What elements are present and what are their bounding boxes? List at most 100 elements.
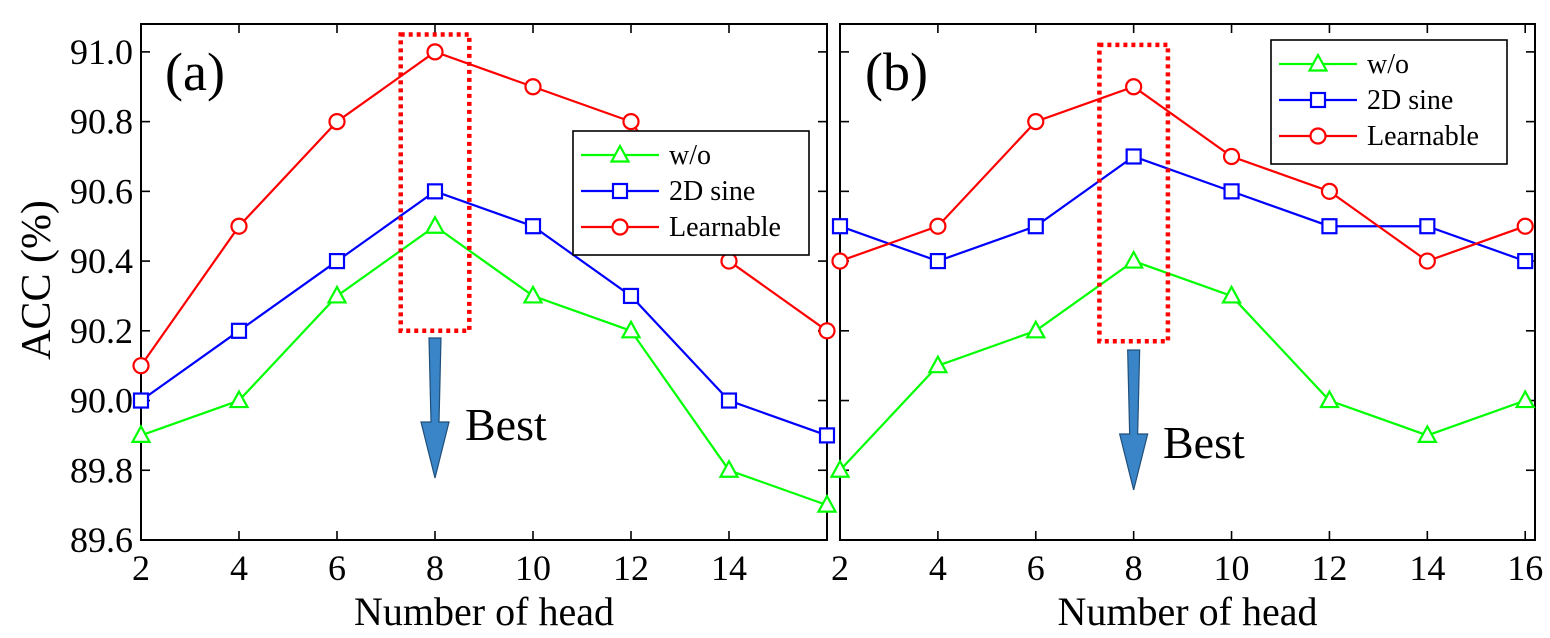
data-point: [424, 214, 446, 234]
legend-entry: w/o: [669, 140, 711, 171]
data-point: [720, 392, 738, 409]
best-annotation: Best: [1163, 417, 1245, 468]
best-highlight-box: [1097, 42, 1171, 344]
data-point: [1418, 252, 1436, 270]
data-point: [426, 183, 444, 200]
panel-label: (b): [865, 42, 928, 102]
data-point: [1123, 249, 1145, 269]
data-point: [326, 284, 348, 304]
best-highlight-box: [398, 32, 472, 334]
data-point: [829, 458, 851, 478]
data-point: [230, 217, 248, 235]
data-point: [1025, 319, 1047, 339]
y-tick-label: 90.0: [70, 381, 133, 421]
data-point: [1027, 218, 1044, 235]
data-point: [927, 354, 949, 374]
data-point: [130, 424, 152, 444]
x-tick-label: 12: [1311, 548, 1347, 588]
legend: w/o 2D sine Learnable: [1270, 39, 1508, 165]
y-tick-label: 89.6: [70, 520, 133, 560]
data-point: [1416, 424, 1438, 444]
chart-panel-a: 89.6 89.8 90.0 90.2 90.4 90.6 90.8 91.0 2 4 6 8 10 12…: [70, 23, 838, 634]
legend-entry: 2D sine: [669, 176, 755, 207]
x-tick-label: 12: [613, 548, 649, 588]
x-tick-label: 2: [132, 548, 150, 588]
best-annotation: Best: [465, 399, 547, 450]
x-tick-label: 10: [1214, 548, 1250, 588]
data-point: [230, 322, 248, 339]
legend-marker: [1309, 127, 1327, 145]
x-axis-label: Number of head: [354, 589, 614, 634]
data-point: [426, 43, 444, 61]
data-point: [524, 218, 542, 235]
legend-entry: Learnable: [1367, 121, 1479, 152]
plot-frame: [140, 23, 828, 541]
data-point: [1223, 183, 1240, 200]
data-point: [818, 322, 836, 340]
data-point: [1419, 218, 1436, 235]
x-tick-label: 14: [1409, 548, 1445, 588]
y-tick-label: 90.4: [70, 241, 133, 281]
data-point: [929, 217, 947, 235]
data-point: [1222, 147, 1241, 166]
y-tick-label: 90.8: [70, 102, 133, 142]
data-point: [622, 287, 640, 305]
data-point: [1125, 78, 1143, 96]
x-tick-label: 14: [711, 548, 747, 588]
series-line-w-o: [140, 224, 828, 507]
legend: w/o 2D sine Learnable: [572, 130, 810, 256]
x-tick-label: 16: [1507, 548, 1543, 588]
data-point: [228, 389, 250, 409]
data-point: [1321, 218, 1338, 235]
x-tick-label: 6: [328, 548, 346, 588]
data-point: [1516, 217, 1534, 235]
data-point: [1320, 182, 1339, 200]
x-tick-label: 2: [831, 548, 849, 588]
data-point: [718, 458, 740, 478]
data-point: [816, 493, 838, 513]
y-tick-label: 90.6: [70, 171, 133, 211]
data-point: [1221, 284, 1242, 304]
data-point: [1319, 389, 1340, 409]
data-point: [818, 427, 836, 444]
legend-marker: [1309, 91, 1327, 109]
panel-label: (a): [165, 42, 225, 102]
y-tick-label: 91.0: [70, 32, 133, 72]
data-point: [620, 319, 642, 339]
data-point: [831, 218, 849, 235]
legend-marker: [609, 143, 631, 163]
legend-marker: [611, 218, 629, 236]
series-line-learnable: [839, 85, 1526, 263]
legend-marker: [1307, 52, 1329, 72]
data-point: [720, 252, 738, 270]
data-point: [524, 78, 542, 96]
x-tick-label: 8: [426, 548, 444, 588]
x-tick-label: 4: [230, 548, 248, 588]
data-point: [132, 392, 150, 409]
series-line-2d-sine: [839, 155, 1526, 263]
data-point: [1027, 113, 1045, 131]
x-tick-label: 10: [515, 548, 551, 588]
legend-marker: [611, 182, 629, 200]
y-tick-label: 89.8: [70, 450, 133, 490]
data-point: [622, 113, 640, 131]
data-point: [132, 357, 150, 375]
legend-entry: 2D sine: [1367, 85, 1453, 116]
data-point: [328, 113, 346, 131]
series-line-w-o: [839, 259, 1526, 472]
legend-entry: Learnable: [669, 212, 781, 243]
y-axis-label: ACC (%): [14, 200, 60, 360]
x-tick-label: 4: [929, 548, 947, 588]
data-point: [1517, 252, 1534, 270]
data-point: [1514, 389, 1536, 409]
data-point: [328, 252, 346, 270]
chart-panel-b: 2 4 6 8 10 12 14 16 Number of head (b) Best w/o 2D s…: [829, 23, 1543, 634]
x-axis-label: Number of head: [1058, 589, 1318, 634]
best-arrow: [420, 337, 450, 479]
x-tick-label: 8: [1125, 548, 1143, 588]
data-point: [522, 284, 544, 304]
y-tick-label: 90.2: [70, 311, 133, 351]
legend-entry: w/o: [1367, 49, 1409, 80]
x-tick-label: 6: [1027, 548, 1045, 588]
